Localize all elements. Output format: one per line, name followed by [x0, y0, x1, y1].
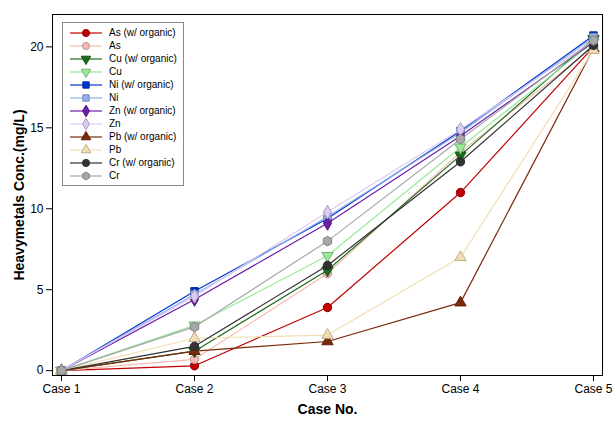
html-text:Ni (w/ organic): Ni (w/ organic): [109, 79, 174, 90]
svg-text:15: 15: [30, 121, 44, 135]
svg-text:Case 1: Case 1: [42, 382, 80, 396]
html-text:Cu (w/ organic): Cu (w/ organic): [109, 53, 177, 64]
html-text:Pb (w/ organic): Pb (w/ organic): [109, 131, 177, 142]
html-text:Pb: Pb: [109, 144, 122, 155]
html-text:Cu: Cu: [109, 66, 122, 77]
html-text:Ni: Ni: [109, 92, 119, 103]
svg-text:5: 5: [37, 283, 44, 297]
svg-text:Case 3: Case 3: [308, 382, 346, 396]
svg-text:10: 10: [30, 202, 44, 216]
svg-text:Heavymetals Conc.(mg/L): Heavymetals Conc.(mg/L): [11, 109, 27, 280]
html-text:As (w/ organic): As (w/ organic): [109, 27, 176, 38]
html-text:Cr (w/ organic): Cr (w/ organic): [109, 157, 175, 168]
svg-text:Case 5: Case 5: [574, 382, 612, 396]
html-text:As: As: [109, 40, 121, 51]
svg-text:Case 2: Case 2: [175, 382, 213, 396]
svg-text:Case 4: Case 4: [441, 382, 479, 396]
svg-text:20: 20: [30, 40, 44, 54]
html-text:Zn (w/ organic): Zn (w/ organic): [109, 105, 176, 116]
html-text:Cr: Cr: [109, 170, 120, 181]
html-text:Zn: Zn: [109, 118, 121, 129]
svg-text:Case No.: Case No.: [298, 401, 358, 417]
svg-text:0: 0: [37, 363, 44, 377]
